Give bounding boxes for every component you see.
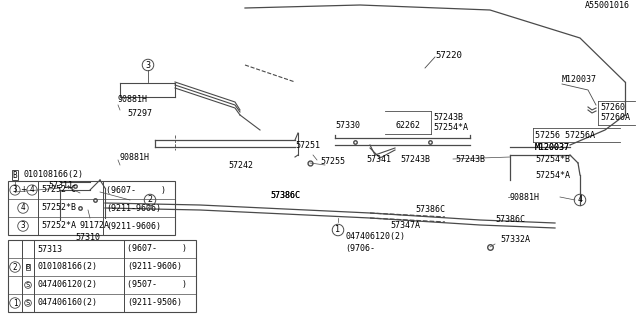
Text: 57252*B: 57252*B [41, 204, 76, 212]
Text: S: S [26, 282, 30, 288]
Text: 57243B: 57243B [455, 155, 485, 164]
Text: 010108166(2): 010108166(2) [23, 171, 83, 180]
Text: 57310: 57310 [75, 233, 100, 242]
Text: 57386C: 57386C [415, 205, 445, 214]
Text: 57254*B: 57254*B [535, 156, 570, 164]
Text: 57347A: 57347A [390, 220, 420, 229]
Text: 90881H: 90881H [510, 193, 540, 202]
Text: 4: 4 [29, 186, 35, 195]
Text: 57252*A: 57252*A [41, 221, 76, 230]
Text: (9607-     ): (9607- ) [106, 186, 166, 195]
Text: 57332A: 57332A [500, 236, 530, 244]
Text: 90881H: 90881H [120, 153, 150, 162]
Text: 57242: 57242 [228, 161, 253, 170]
Text: 57313: 57313 [37, 244, 62, 253]
Text: 3: 3 [145, 60, 150, 69]
Text: +: + [20, 186, 26, 195]
Text: 3: 3 [20, 221, 26, 230]
Text: 62262: 62262 [395, 121, 420, 130]
Text: 57254*A: 57254*A [535, 171, 570, 180]
Text: 57297: 57297 [127, 108, 152, 117]
Text: 57243B: 57243B [400, 156, 430, 164]
Text: B: B [26, 264, 30, 270]
Text: (9507-     ): (9507- ) [127, 281, 187, 290]
Text: 047406120(2): 047406120(2) [345, 233, 405, 242]
Text: 4: 4 [577, 196, 582, 204]
Text: 57255: 57255 [320, 157, 345, 166]
Text: 57330: 57330 [335, 121, 360, 130]
Bar [8, 240, 196, 312]
Text: 4: 4 [20, 204, 26, 212]
Text: (9211-9506): (9211-9506) [127, 299, 182, 308]
Text: S: S [26, 300, 30, 306]
Text: M120037: M120037 [562, 76, 597, 84]
Text: (9211-9606): (9211-9606) [127, 262, 182, 271]
Text: 57386C: 57386C [270, 190, 300, 199]
Text: 57243B: 57243B [433, 113, 463, 122]
Text: M120037: M120037 [535, 143, 570, 153]
Text: (9211-9606): (9211-9606) [106, 221, 161, 230]
Bar [8, 181, 175, 235]
Text: 57220: 57220 [435, 51, 462, 60]
Text: (9706-: (9706- [345, 244, 375, 253]
Text: 047406160(2): 047406160(2) [37, 299, 97, 308]
Text: 57260A: 57260A [600, 114, 630, 123]
Text: 3: 3 [13, 186, 17, 195]
Text: (9607-     ): (9607- ) [127, 244, 187, 253]
Text: B: B [13, 171, 17, 180]
Text: 010108166(2): 010108166(2) [37, 262, 97, 271]
Text: 57311: 57311 [48, 180, 73, 189]
Text: 2: 2 [147, 196, 152, 204]
Text: 57386C: 57386C [495, 215, 525, 225]
Text: 57256 57256A: 57256 57256A [535, 131, 595, 140]
Text: 047406120(2): 047406120(2) [37, 281, 97, 290]
Text: 57251: 57251 [295, 140, 320, 149]
Text: A55001016: A55001016 [585, 1, 630, 10]
Text: (9211-9606): (9211-9606) [106, 204, 161, 212]
Text: M120037: M120037 [535, 143, 570, 153]
Text: 57252*C: 57252*C [41, 186, 76, 195]
Text: 57254*A: 57254*A [433, 124, 468, 132]
Text: 57260: 57260 [600, 102, 625, 111]
Text: 90881H: 90881H [118, 95, 148, 105]
Text: 1: 1 [13, 299, 17, 308]
Text: 57341: 57341 [366, 156, 391, 164]
Text: 91172A: 91172A [80, 220, 110, 229]
Text: 57386C: 57386C [270, 191, 300, 201]
Text: 2: 2 [13, 262, 17, 271]
Text: 1: 1 [335, 226, 340, 235]
